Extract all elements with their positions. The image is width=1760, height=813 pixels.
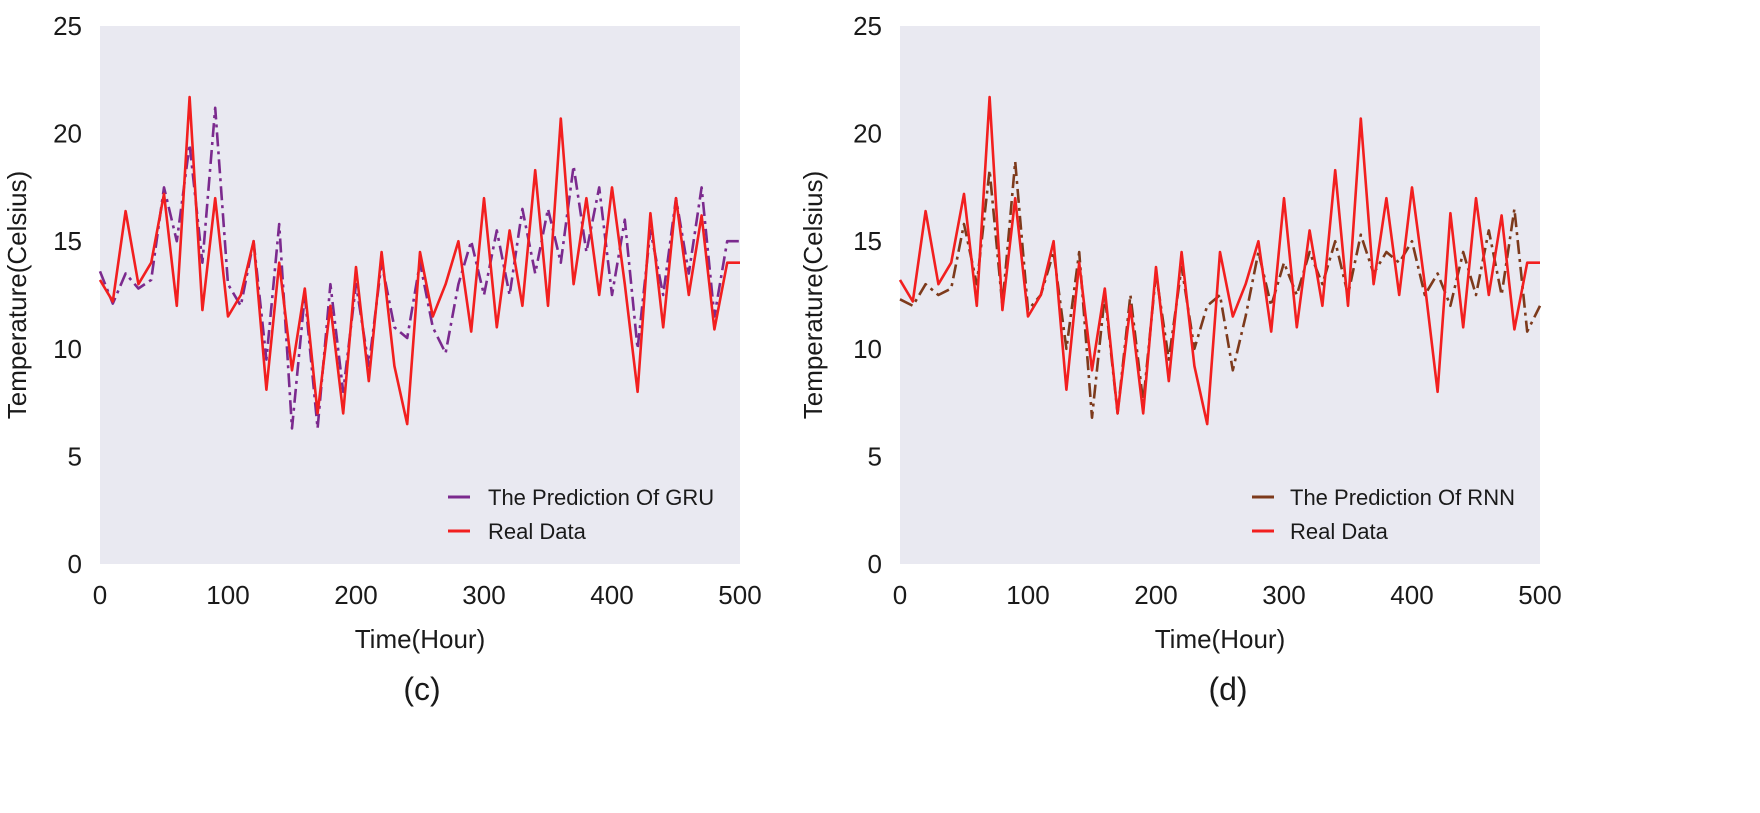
series-lines-c xyxy=(98,95,740,430)
chart-panel-c: 0 5 10 15 20 25 0 100 200 300 400 500 Time(Hour) T… xyxy=(2,11,762,707)
x-tick-labels-d: 0 100 200 300 400 500 xyxy=(893,580,1562,610)
legend-label-real-d: Real Data xyxy=(1290,519,1389,544)
x-tick-labels-c: 0 100 200 300 400 500 xyxy=(93,580,762,610)
y-tick-label: 5 xyxy=(68,441,82,471)
legend-label-real-c: Real Data xyxy=(488,519,587,544)
legend-c: The Prediction Of GRU Real Data xyxy=(448,485,714,544)
y-tick-label: 25 xyxy=(853,11,882,41)
y-tick-labels-c: 0 5 10 15 20 25 xyxy=(53,11,82,579)
x-tick-label: 100 xyxy=(206,580,249,610)
legend-label-prediction-c: The Prediction Of GRU xyxy=(488,485,714,510)
y-axis-label-c: Temperature(Celsius) xyxy=(2,171,32,420)
x-tick-label: 300 xyxy=(1262,580,1305,610)
y-tick-label: 20 xyxy=(853,119,882,149)
x-tick-label: 200 xyxy=(1134,580,1177,610)
series-line-real-data xyxy=(898,95,1540,426)
y-tick-label: 25 xyxy=(53,11,82,41)
y-tick-labels-d: 0 5 10 15 20 25 xyxy=(853,11,882,579)
x-tick-label: 500 xyxy=(718,580,761,610)
x-tick-label: 0 xyxy=(93,580,107,610)
legend-label-prediction-d: The Prediction Of RNN xyxy=(1290,485,1515,510)
y-tick-label: 10 xyxy=(853,334,882,364)
plot-area-c xyxy=(100,26,740,564)
x-tick-label: 0 xyxy=(893,580,907,610)
series-line-real-data xyxy=(98,95,740,426)
x-tick-label: 100 xyxy=(1006,580,1049,610)
panel-label-c: (c) xyxy=(403,671,440,707)
legend-d: The Prediction Of RNN Real Data xyxy=(1252,485,1515,544)
series-line-prediction xyxy=(899,160,1542,419)
chart-panel-d: 0 5 10 15 20 25 0 100 200 300 400 500 Time(Hour) T… xyxy=(798,11,1562,707)
y-tick-label: 0 xyxy=(868,549,882,579)
plot-area-d xyxy=(900,26,1540,564)
series-lines-d xyxy=(898,95,1542,426)
y-tick-label: 15 xyxy=(53,226,82,256)
y-tick-label: 10 xyxy=(53,334,82,364)
x-tick-label: 500 xyxy=(1518,580,1561,610)
y-tick-label: 20 xyxy=(53,119,82,149)
x-tick-label: 400 xyxy=(1390,580,1433,610)
y-tick-label: 0 xyxy=(68,549,82,579)
x-tick-label: 300 xyxy=(462,580,505,610)
x-axis-label-d: Time(Hour) xyxy=(1155,624,1285,654)
x-tick-label: 400 xyxy=(590,580,633,610)
y-axis-label-d: Temperature(Celsius) xyxy=(798,171,828,420)
panel-label-d: (d) xyxy=(1208,671,1247,707)
y-tick-label: 5 xyxy=(868,441,882,471)
x-axis-label-c: Time(Hour) xyxy=(355,624,485,654)
x-tick-label: 200 xyxy=(334,580,377,610)
y-tick-label: 15 xyxy=(853,226,882,256)
